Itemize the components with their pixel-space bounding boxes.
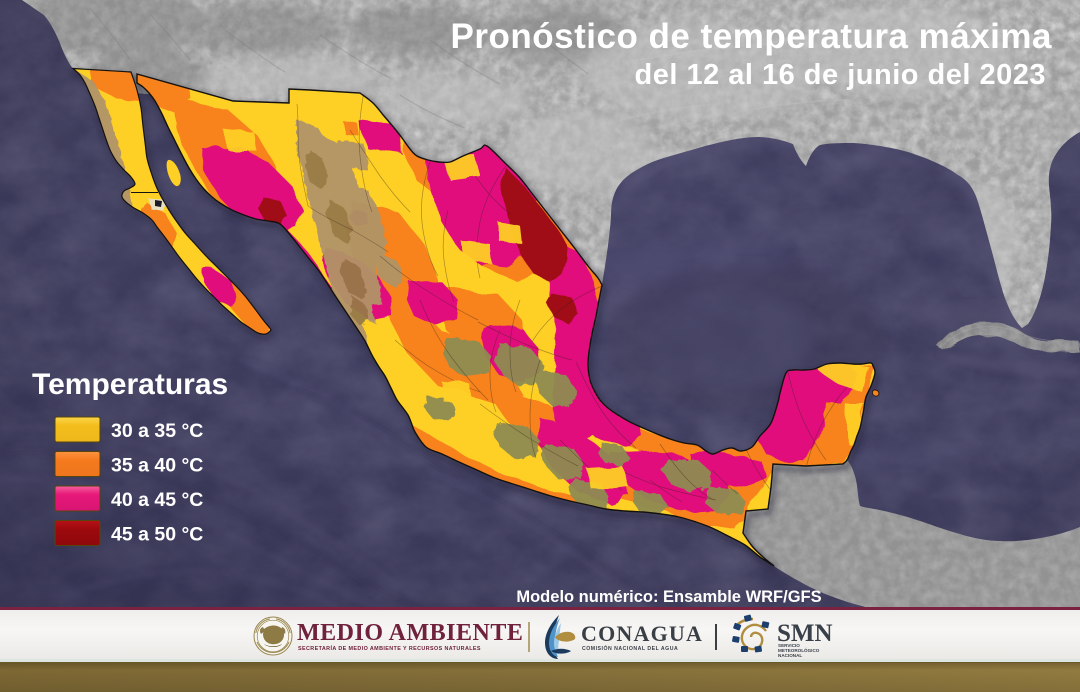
svg-text:Temperaturas: Temperaturas	[32, 368, 228, 401]
svg-text:CONAGUA: CONAGUA	[581, 621, 703, 646]
svg-text:METEOROLÓGICO: METEOROLÓGICO	[778, 646, 820, 653]
svg-text:MEDIO AMBIENTE: MEDIO AMBIENTE	[297, 620, 523, 646]
svg-text:Modelo numérico: Ensamble WRF/: Modelo numérico: Ensamble WRF/GFS	[516, 588, 821, 606]
svg-text:SERVICIO: SERVICIO	[778, 643, 800, 648]
svg-text:del 12 al 16 de junio del 2023: del 12 al 16 de junio del 2023	[634, 59, 1046, 91]
svg-text:45 a 50 °C: 45 a 50 °C	[111, 524, 203, 546]
svg-text:COMISIÓN NACIONAL DEL AGUA: COMISIÓN NACIONAL DEL AGUA	[582, 644, 678, 652]
svg-text:30 a 35 °C: 30 a 35 °C	[111, 420, 203, 442]
svg-text:40 a 45 °C: 40 a 45 °C	[111, 489, 203, 511]
svg-text:NACIONAL: NACIONAL	[778, 653, 802, 658]
svg-text:SMN: SMN	[777, 620, 833, 647]
svg-text:35 a 40 °C: 35 a 40 °C	[111, 455, 203, 477]
svg-text:SECRETARÍA DE MEDIO AMBIENTE Y: SECRETARÍA DE MEDIO AMBIENTE Y RECURSOS …	[298, 644, 481, 652]
svg-text:Pronóstico de temperatura máxi: Pronóstico de temperatura máxima	[451, 17, 1052, 56]
